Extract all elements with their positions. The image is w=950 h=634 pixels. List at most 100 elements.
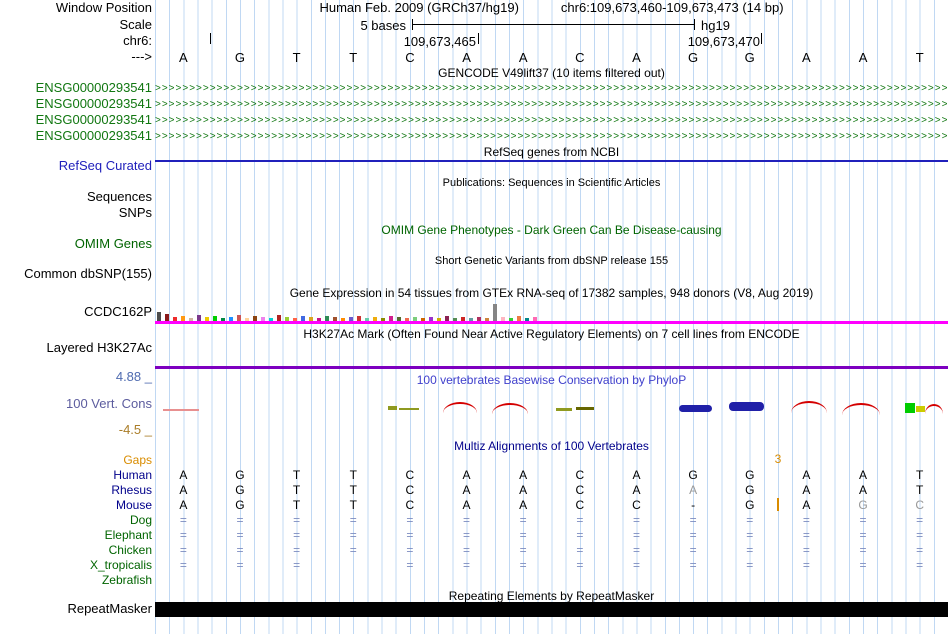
reference-base: A — [462, 50, 471, 65]
repeatmasker-track-label[interactable]: RepeatMasker — [67, 601, 152, 616]
gtex-tissue-bar — [229, 317, 233, 321]
gencode-gene-label[interactable]: ENSG00000293541 — [35, 112, 152, 127]
alignment-base: G — [235, 483, 245, 497]
alignment-base: T — [915, 468, 924, 482]
refseq-curated-item[interactable] — [155, 160, 948, 162]
gencode-gene-label[interactable]: ENSG00000293541 — [35, 80, 152, 95]
gencode-transcript-arrows[interactable]: >>>>>>>>>>>>>>>>>>>>>>>>>>>>>>>>>>>>>>>>… — [155, 115, 948, 126]
species-label-elephant[interactable]: Elephant — [104, 528, 152, 542]
reference-base: A — [858, 50, 868, 65]
alignment-base: A — [632, 483, 641, 497]
alignment-base: T — [292, 498, 301, 512]
gtex-tissue-bar — [501, 317, 505, 321]
alignment-base: T — [349, 468, 357, 482]
species-label-mouse[interactable]: Mouse — [115, 498, 152, 512]
phylop-bar-mark — [556, 408, 572, 411]
alignment-base: A — [859, 483, 868, 497]
species-label-human[interactable]: Human — [113, 468, 152, 482]
gencode-transcript-arrows[interactable]: >>>>>>>>>>>>>>>>>>>>>>>>>>>>>>>>>>>>>>>>… — [155, 131, 948, 142]
gencode-gene-label[interactable]: ENSG00000293541 — [35, 96, 152, 111]
species-label-chicken[interactable]: Chicken — [108, 543, 152, 557]
gtex-tissue-bar — [301, 316, 305, 321]
reference-base: T — [915, 50, 924, 65]
alignment-base: = — [179, 543, 187, 557]
gtex-expression-bars[interactable] — [157, 304, 557, 321]
species-label-zebrafish[interactable]: Zebrafish — [101, 573, 152, 587]
alignment-base: - — [691, 498, 696, 512]
gtex-tissue-bar — [461, 317, 465, 321]
alignment-base: = — [293, 528, 301, 542]
dbsnp-track-label[interactable]: Common dbSNP(155) — [24, 266, 152, 281]
gtex-tissue-bar — [285, 317, 289, 321]
reference-base: T — [292, 50, 301, 65]
gaps-row-label[interactable]: Gaps — [123, 453, 152, 467]
reference-base: A — [518, 50, 528, 65]
alignment-base: C — [632, 498, 641, 512]
alignment-base: A — [632, 468, 641, 482]
gtex-tissue-bar — [333, 317, 337, 321]
gtex-tissue-bar — [429, 317, 433, 321]
h3k27ac-baseline[interactable] — [155, 366, 948, 369]
phylop-arc-mark — [443, 402, 477, 413]
phylop-pill-mark — [679, 405, 712, 412]
omim-track-title: OMIM Gene Phenotypes - Dark Green Can Be… — [381, 223, 722, 237]
assembly-title: Human Feb. 2009 (GRCh37/hg19) — [319, 0, 519, 15]
alignment-base: A — [859, 468, 868, 482]
reference-base: A — [802, 50, 811, 65]
gencode-gene-label[interactable]: ENSG00000293541 — [35, 128, 152, 143]
scale-bar — [412, 24, 695, 25]
snps-track-label[interactable]: SNPs — [118, 205, 152, 220]
repeatmasker-item-bar[interactable] — [155, 602, 948, 617]
alignment-base: T — [349, 483, 357, 497]
gtex-tissue-bar — [197, 315, 201, 321]
alignment-base: = — [179, 528, 187, 542]
scale-value: 5 bases — [360, 18, 406, 33]
gtex-tissue-bar — [453, 318, 457, 321]
publications-track-title: Publications: Sequences in Scientific Ar… — [442, 177, 661, 189]
species-label-x_tropicalis[interactable]: X_tropicalis — [89, 558, 152, 572]
gtex-tissue-bar — [437, 318, 441, 321]
sequences-track-label[interactable]: Sequences — [86, 189, 152, 204]
window-position-label: Window Position — [55, 0, 152, 15]
alignment-base: G — [235, 498, 245, 512]
gtex-tissue-bar — [277, 315, 281, 321]
species-label-dog[interactable]: Dog — [129, 513, 152, 527]
gencode-transcript-arrows[interactable]: >>>>>>>>>>>>>>>>>>>>>>>>>>>>>>>>>>>>>>>>… — [155, 83, 948, 94]
alignment-base: = — [519, 528, 527, 542]
alignment-base: = — [746, 513, 754, 527]
alignment-base: = — [632, 558, 640, 572]
gtex-tissue-bar — [405, 318, 409, 321]
alignment-base: A — [519, 468, 528, 482]
alignment-base: A — [462, 468, 471, 482]
refseq-curated-label[interactable]: RefSeq Curated — [58, 158, 152, 173]
alignment-base: = — [463, 543, 471, 557]
gtex-gene-label[interactable]: CCDC162P — [84, 304, 152, 319]
alignment-base: A — [802, 468, 811, 482]
gtex-tissue-bar — [397, 317, 401, 321]
alignment-base: C — [915, 498, 924, 512]
alignment-base: = — [689, 558, 697, 572]
h3k27ac-track-label[interactable]: Layered H3K27Ac — [46, 340, 152, 355]
gtex-tissue-bar — [237, 315, 241, 321]
phylop-arc-mark — [492, 403, 528, 414]
phylop-track-label[interactable]: 100 Vert. Cons — [66, 396, 152, 411]
alignment-base: C — [575, 498, 585, 512]
gtex-tissue-bar — [165, 314, 169, 321]
gtex-tissue-bar — [253, 316, 257, 321]
alignment-base: T — [292, 483, 301, 497]
alignment-base: = — [236, 513, 244, 527]
phylop-bar-mark — [905, 403, 915, 413]
alignment-base: = — [632, 543, 640, 557]
omim-genes-label[interactable]: OMIM Genes — [74, 236, 152, 251]
alignment-base: = — [632, 513, 640, 527]
alignment-base: = — [293, 558, 301, 572]
species-label-rhesus[interactable]: Rhesus — [111, 483, 152, 497]
alignment-base: A — [519, 498, 528, 512]
alignment-base: C — [405, 498, 415, 512]
alignment-base: = — [802, 528, 810, 542]
gtex-gene-model-bar[interactable] — [155, 321, 948, 324]
reference-base: A — [632, 50, 641, 65]
gencode-transcript-arrows[interactable]: >>>>>>>>>>>>>>>>>>>>>>>>>>>>>>>>>>>>>>>>… — [155, 99, 948, 110]
gtex-tissue-bar — [325, 316, 329, 321]
